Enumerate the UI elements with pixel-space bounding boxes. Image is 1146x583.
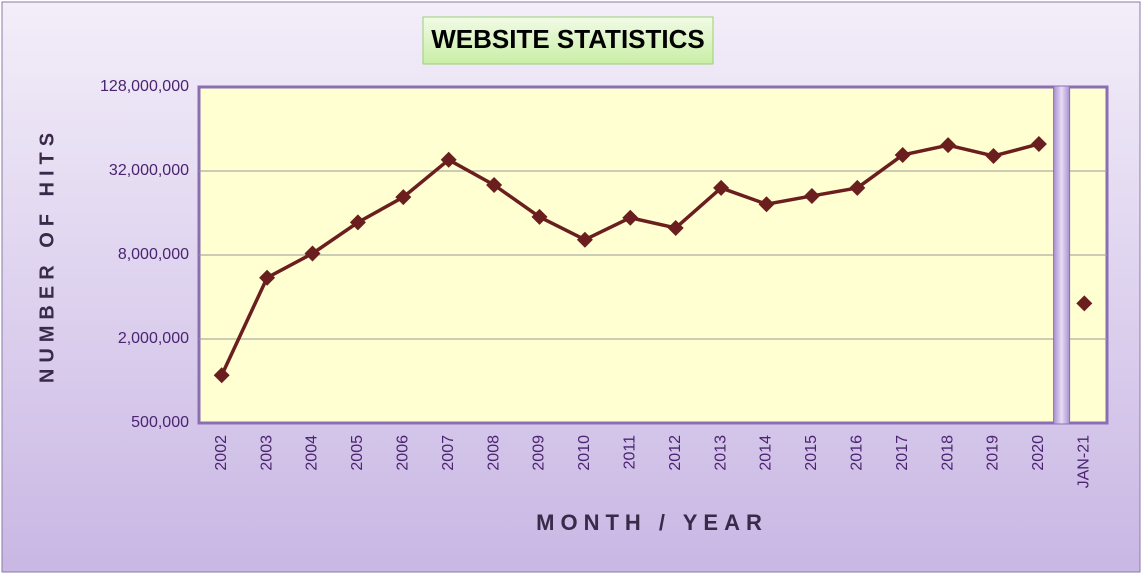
x-tick-label: 2013 (712, 435, 729, 471)
point (1076, 295, 1093, 312)
x-tick-label: 2018 (939, 435, 956, 471)
y-axis-label: NUMBER OF HITS (36, 127, 58, 383)
point (667, 219, 684, 236)
x-tick-label: 2016 (849, 435, 866, 471)
x-tick-label: 2002 (213, 435, 230, 471)
separator (1053, 85, 1071, 425)
point (849, 179, 866, 196)
point (1030, 135, 1047, 152)
title-box (422, 16, 714, 65)
x-tick-label: 2003 (258, 435, 275, 471)
x-tick-label: 2009 (531, 435, 548, 471)
x-tick-label: 2008 (485, 435, 502, 471)
point (213, 367, 230, 384)
point (894, 146, 911, 163)
x-tick-label: 2007 (440, 435, 457, 471)
point (758, 196, 775, 213)
point (803, 187, 820, 204)
y-tick-label: 32,000,000 (109, 162, 189, 179)
x-tick-label: 2015 (803, 435, 820, 471)
point (985, 147, 1002, 164)
y-tick-label: 2,000,000 (118, 330, 189, 347)
x-tick-label: 2006 (395, 435, 412, 471)
x-tick-label: 2011 (622, 435, 639, 470)
point (395, 189, 412, 206)
x-tick-label: 2020 (1030, 435, 1047, 471)
x-tick-label: 2014 (758, 435, 775, 471)
point (349, 214, 366, 231)
y-tick-label: 128,000,000 (100, 78, 189, 95)
x-tick-label: 2005 (349, 435, 366, 471)
x-tick-label: 2012 (667, 435, 684, 471)
x-tick-label: 2017 (894, 435, 911, 471)
chart-title: WEBSITE STATISTICS (431, 24, 704, 54)
point (440, 151, 457, 168)
x-tick-label: 2004 (304, 435, 321, 471)
point (304, 245, 321, 262)
point (622, 209, 639, 226)
point (576, 231, 593, 248)
point (940, 137, 957, 154)
x-axis-label: MONTH / YEAR (536, 510, 768, 535)
y-tick-label: 500,000 (131, 414, 189, 431)
y-tick-label: 8,000,000 (118, 246, 189, 263)
point (486, 176, 503, 193)
point (259, 269, 276, 286)
point (531, 208, 548, 225)
x-tick-label: 2010 (576, 435, 593, 471)
point (713, 179, 730, 196)
x-tick-label: 2019 (985, 435, 1002, 471)
x-tick-label: JAN-21 (1076, 435, 1093, 488)
